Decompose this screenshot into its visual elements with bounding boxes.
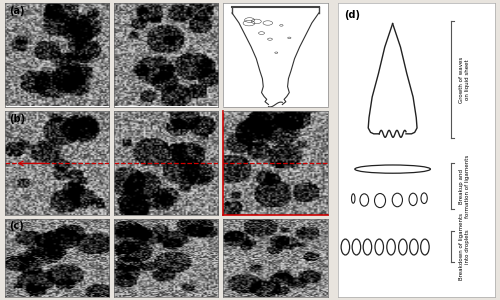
Text: (c): (c)	[9, 221, 24, 231]
Text: (b): (b)	[9, 114, 26, 124]
Text: $\mathit{L}_{bu}$ = 5.21mm: $\mathit{L}_{bu}$ = 5.21mm	[30, 225, 84, 237]
Text: (d): (d)	[344, 10, 360, 20]
Text: Breakdown of ligaments
into droplets: Breakdown of ligaments into droplets	[459, 213, 469, 280]
Text: Growth of waves
on liquid sheet: Growth of waves on liquid sheet	[459, 56, 469, 103]
Text: Breakup and
formation of ligaments: Breakup and formation of ligaments	[459, 154, 469, 218]
Text: $\mathit{L}_{bu}$ = 5.16mm: $\mathit{L}_{bu}$ = 5.16mm	[138, 225, 194, 237]
Text: (a): (a)	[9, 6, 24, 16]
Text: $\mathit{L}_{bu}$ > 6.165mm: $\mathit{L}_{bu}$ > 6.165mm	[246, 225, 306, 237]
